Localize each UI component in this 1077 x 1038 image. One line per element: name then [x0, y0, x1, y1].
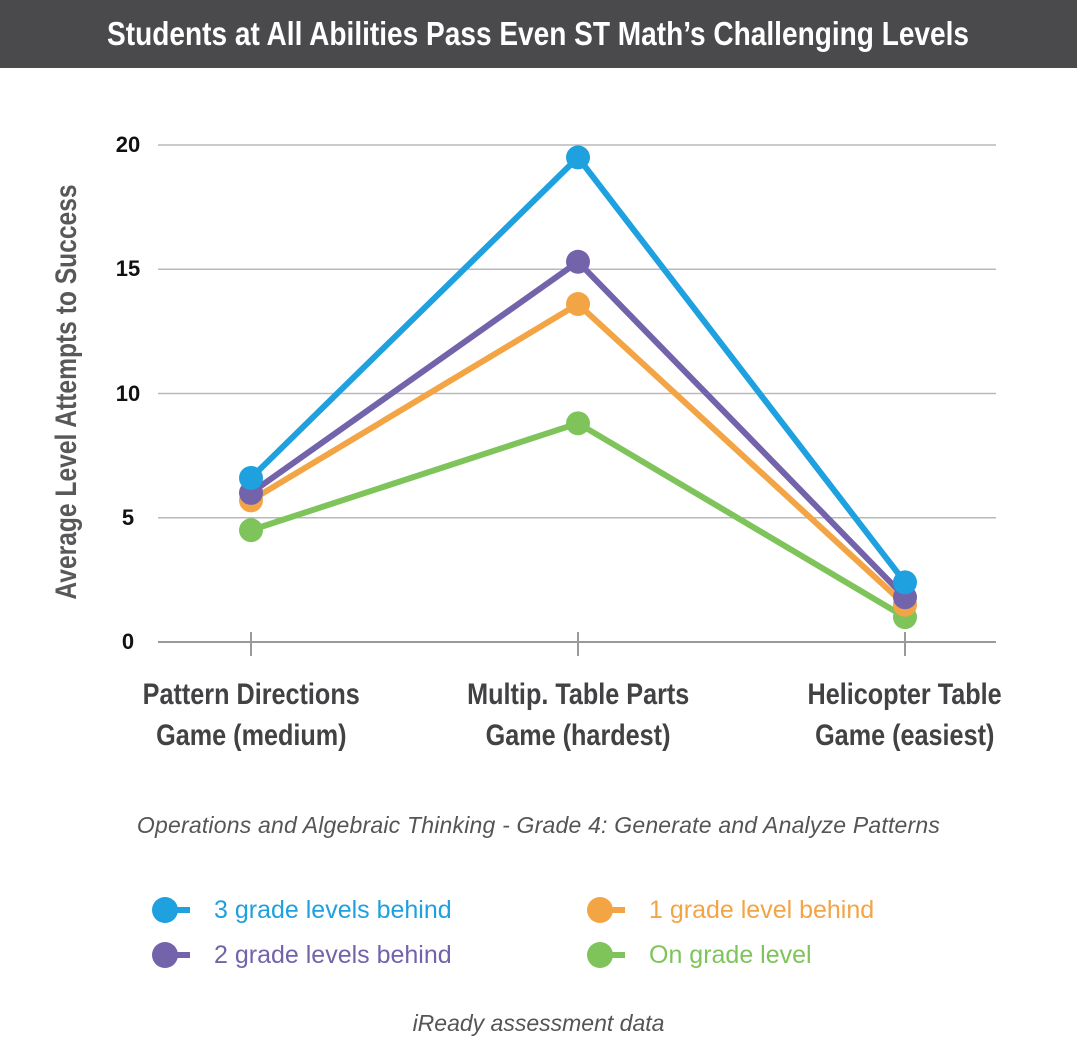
- legend-label: 1 grade level behind: [649, 896, 875, 924]
- y-axis-title: Average Level Attempts to Success: [50, 184, 83, 600]
- x-tick-label: Pattern Directions Game (medium): [142, 678, 360, 752]
- x-tick-label: Helicopter Table Game (easiest): [807, 678, 1003, 752]
- y-tick-label: 20: [115, 132, 141, 157]
- chart-subtitle: Operations and Algebraic Thinking - Grad…: [136, 812, 941, 838]
- legend-marker: [587, 895, 627, 925]
- line-chart: [158, 144, 996, 656]
- data-point: [893, 570, 917, 595]
- data-point: [566, 249, 590, 274]
- x-tick-label: Multip. Table Parts Game (hardest): [466, 678, 690, 752]
- data-point: [566, 145, 590, 170]
- y-tick-label: 10: [115, 380, 141, 406]
- legend-label: On grade level: [649, 941, 812, 969]
- data-point: [239, 465, 263, 490]
- legend-marker: [152, 895, 192, 925]
- y-tick-label: 0: [121, 629, 135, 654]
- data-point: [566, 411, 590, 436]
- legend-label: 2 grade levels behind: [214, 941, 452, 969]
- y-tick-label: 15: [115, 256, 141, 282]
- source-note: iReady assessment data: [412, 1010, 665, 1036]
- legend-label: 3 grade levels behind: [214, 896, 452, 924]
- legend-marker: [152, 940, 192, 970]
- data-point: [566, 292, 590, 317]
- y-tick-label: 5: [121, 504, 135, 530]
- legend-marker: [587, 940, 627, 970]
- title-bar: Students at All Abilities Pass Even ST M…: [0, 0, 1077, 68]
- series-line: [248, 154, 908, 586]
- data-point: [239, 518, 263, 543]
- chart-title: Students at All Abilities Pass Even ST M…: [107, 15, 970, 52]
